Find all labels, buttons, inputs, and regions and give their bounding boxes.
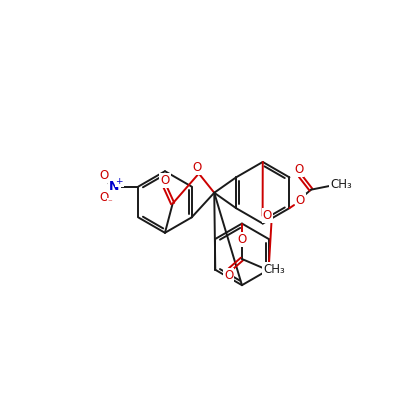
Text: O: O (99, 169, 108, 182)
Text: O: O (263, 209, 272, 222)
Text: O: O (237, 233, 246, 246)
Text: +: + (115, 178, 123, 186)
Text: CH₃: CH₃ (264, 263, 285, 276)
Text: CH₃: CH₃ (330, 178, 352, 191)
Text: O: O (296, 194, 305, 207)
Text: O: O (160, 174, 170, 187)
Text: O: O (294, 163, 303, 176)
Text: ⁻: ⁻ (108, 198, 112, 207)
Text: N: N (109, 180, 120, 193)
Text: O: O (224, 270, 234, 282)
Text: O: O (99, 191, 108, 204)
Text: O: O (193, 161, 202, 174)
